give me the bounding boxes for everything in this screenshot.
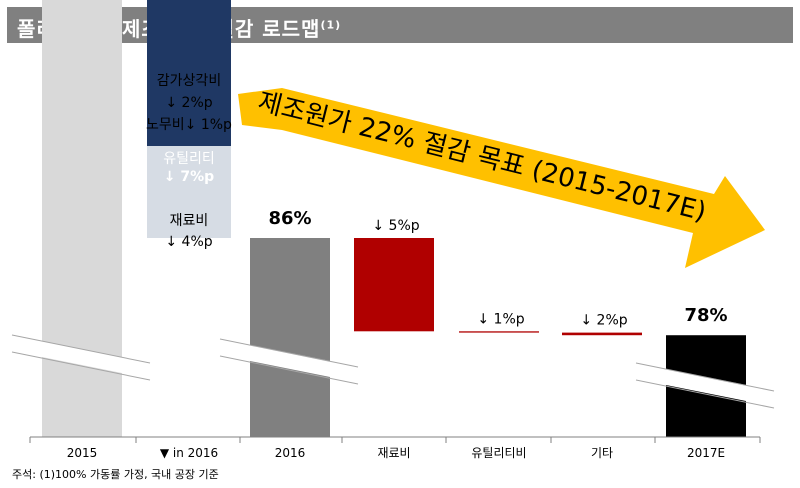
x-tick-label: 2017E xyxy=(687,446,725,460)
axis-break-line xyxy=(219,338,359,368)
segment-value: ↓ 4%p xyxy=(165,234,212,250)
footnote: 주석: (1)100% 가동률 가정, 국내 공장 기준 xyxy=(12,468,219,481)
decrease-bar xyxy=(459,331,539,333)
axis-break-line xyxy=(219,355,359,385)
x-tick-label: ▼ in 2016 xyxy=(160,446,218,460)
segment-name: 유틸리티 xyxy=(163,151,215,167)
axis-break-gap xyxy=(27,338,137,376)
breakdown-segment xyxy=(147,0,231,146)
decrease-bar xyxy=(562,332,642,336)
total-bar xyxy=(250,238,330,437)
change-label: ↓ 5%p xyxy=(372,218,419,234)
segment-name: 재료비 xyxy=(170,213,209,229)
total-label: 78% xyxy=(684,305,727,326)
segment-name: 감가상각비 xyxy=(157,73,221,89)
x-tick-label: 유틸리티비 xyxy=(471,446,526,460)
decrease-bar xyxy=(354,238,434,332)
segment-value: ↓ 7%p xyxy=(164,169,214,185)
x-tick-label: 2015 xyxy=(67,446,98,460)
x-tick-label: 재료비 xyxy=(377,446,410,460)
segment-name: 노무비↓ 1%p xyxy=(146,117,232,133)
x-tick-label: 2016 xyxy=(275,446,306,460)
axis-break-line xyxy=(11,334,151,364)
axis-break-line xyxy=(635,362,775,392)
axis-break-line xyxy=(11,351,151,381)
x-tick-label: 기타 xyxy=(591,446,613,460)
change-label: ↓ 1%p xyxy=(477,311,524,327)
total-label: 86% xyxy=(268,208,311,229)
axis-break-gap xyxy=(235,342,345,380)
breakdown-segment xyxy=(147,146,231,238)
segment-value: ↓ 2%p xyxy=(165,95,212,111)
arrow-label: 제조원가 22% 절감 목표 (2015-2017E) xyxy=(255,87,709,228)
axis-break-line xyxy=(635,379,775,409)
change-label: ↓ 2%p xyxy=(580,313,627,329)
target-arrow xyxy=(238,88,765,268)
axis-break-gap xyxy=(651,366,761,404)
